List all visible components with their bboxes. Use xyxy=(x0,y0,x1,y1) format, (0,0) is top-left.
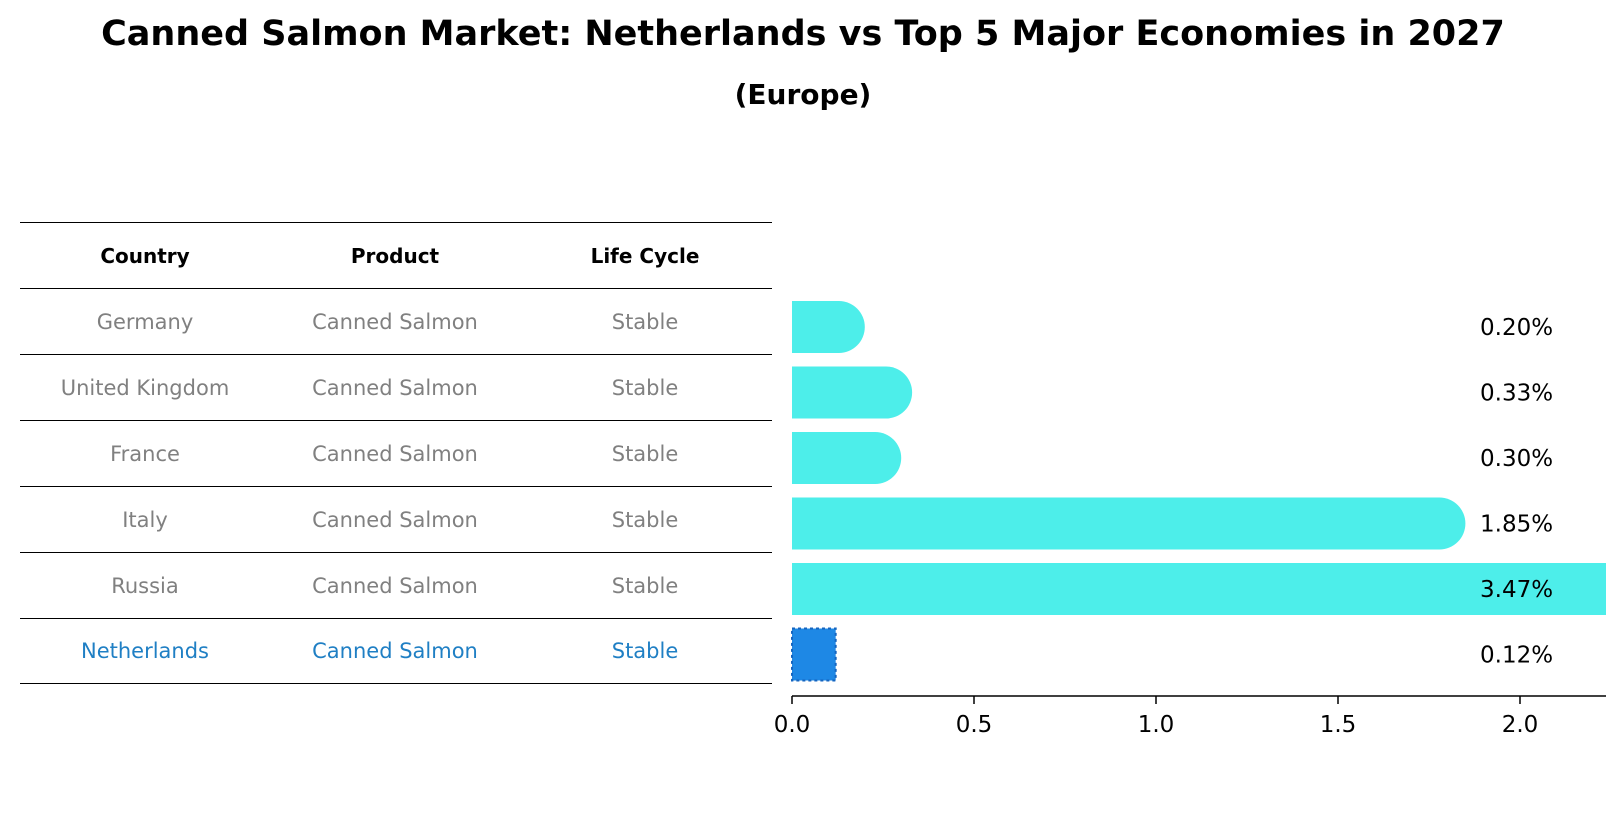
bar xyxy=(792,366,913,419)
life-cycle-cell: Stable xyxy=(611,639,679,663)
product-cell: Canned Salmon xyxy=(312,309,478,334)
product-cell: Canned Salmon xyxy=(312,639,478,663)
country-cell: Netherlands xyxy=(80,639,209,663)
bar-value-label: 0.12% xyxy=(1480,643,1553,669)
table-row: Germany Canned Salmon Stable xyxy=(20,288,772,354)
country-cell: Italy xyxy=(122,507,168,532)
bar-value-label: 0.30% xyxy=(1480,446,1553,472)
bar-left-edge xyxy=(792,366,818,419)
bar-value-label: 1.85% xyxy=(1480,512,1553,538)
bar-value-label: 0.33% xyxy=(1480,381,1553,407)
header-life-cycle: Life Cycle xyxy=(590,243,700,268)
chart-title: Canned Salmon Market: Netherlands vs Top… xyxy=(101,14,1505,54)
country-cell: France xyxy=(110,441,180,466)
country-cell: Russia xyxy=(111,573,179,598)
x-tick-label: 2.0 xyxy=(1502,712,1539,738)
bar-left-edge xyxy=(792,301,818,353)
country-table: Country Product Life Cycle Germany Canne… xyxy=(20,222,772,684)
bar xyxy=(792,497,1466,550)
table-row: United Kingdom Canned Salmon Stable xyxy=(20,354,772,420)
product-cell: Canned Salmon xyxy=(312,507,478,532)
bar-highlighted xyxy=(791,627,837,682)
life-cycle-cell: Stable xyxy=(611,375,679,400)
x-tick-label: 0.5 xyxy=(956,712,993,738)
table-row: Italy Canned Salmon Stable xyxy=(20,486,772,552)
table-row-highlighted: Netherlands Canned Salmon Stable xyxy=(20,618,772,684)
product-cell: Canned Salmon xyxy=(312,573,478,598)
x-tick-label: 0.0 xyxy=(774,712,811,738)
country-cell: Germany xyxy=(96,309,194,334)
bar-value-label: 0.20% xyxy=(1480,315,1553,341)
life-cycle-cell: Stable xyxy=(611,441,679,466)
life-cycle-cell: Stable xyxy=(611,507,679,532)
bar-left-edge xyxy=(792,432,818,484)
chart-subtitle: (Europe) xyxy=(734,78,872,111)
table-row: France Canned Salmon Stable xyxy=(20,420,772,486)
life-cycle-cell: Stable xyxy=(611,309,679,334)
table-header-row: Country Product Life Cycle xyxy=(20,222,772,288)
country-cell: United Kingdom xyxy=(60,375,230,400)
product-cell: Canned Salmon xyxy=(312,375,478,400)
x-tick-label: 1.5 xyxy=(1320,712,1357,738)
life-cycle-cell: Stable xyxy=(611,573,679,598)
header-country: Country xyxy=(100,243,190,268)
table-row: Russia Canned Salmon Stable xyxy=(20,552,772,618)
x-tick-label: 1.0 xyxy=(1138,712,1175,738)
bar xyxy=(792,432,902,484)
bar xyxy=(792,563,1606,615)
bar-left-edge xyxy=(792,563,818,615)
bar-value-label: 3.47% xyxy=(1480,577,1553,603)
product-cell: Canned Salmon xyxy=(312,441,478,466)
bar-left-edge xyxy=(792,497,818,550)
header-product: Product xyxy=(350,243,440,268)
